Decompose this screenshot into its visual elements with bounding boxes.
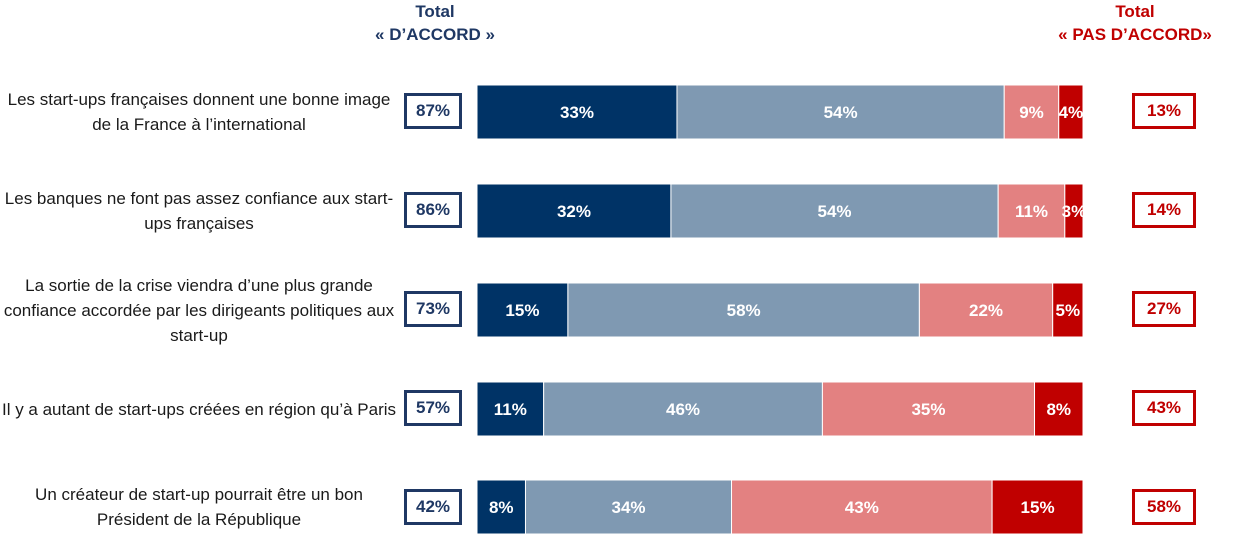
bar-segment-r1-s4 — [1058, 84, 1084, 140]
bar-segment-r1-s3 — [1003, 84, 1060, 140]
header-disagree-line1: Total — [1115, 2, 1155, 21]
bar-segment-r2-s3 — [997, 183, 1066, 239]
bar-segment-r5-s3 — [731, 479, 993, 535]
total-disagree-box-1: 13% — [1132, 93, 1196, 129]
bar-segment-r3-s2 — [567, 282, 920, 338]
total-disagree-box-5: 58% — [1132, 489, 1196, 525]
bar-label-r5-s3: 43% — [845, 498, 879, 517]
bar-label-r1-s4: 4% — [1059, 103, 1084, 122]
bar-label-r3-s3: 22% — [969, 301, 1003, 320]
total-agree-box-2: 86% — [404, 192, 462, 228]
bar-segment-r4-s1 — [476, 381, 545, 437]
bar-segment-r1-s2 — [676, 84, 1005, 140]
bar-label-r4-s3: 35% — [911, 400, 945, 419]
bar-label-r4-s2: 46% — [666, 400, 700, 419]
row-label-3: La sortie de la crise viendra d’une plus… — [3, 275, 395, 345]
bar-label-r2-s1: 32% — [557, 202, 591, 221]
total-disagree-box-2: 14% — [1132, 192, 1196, 228]
total-disagree-box-3: 27% — [1132, 291, 1196, 327]
bar-segment-r2-s4 — [1064, 183, 1084, 239]
total-agree-box-3: 73% — [404, 291, 462, 327]
bar-segment-r4-s3 — [821, 381, 1036, 437]
bar-label-r1-s1: 33% — [560, 103, 594, 122]
header-disagree-line2: « PAS D’ACCORD» — [1058, 25, 1212, 44]
bar-segment-r2-s2 — [670, 183, 999, 239]
bar-label-r5-s4: 15% — [1021, 498, 1055, 517]
bar-segment-r2-s1 — [476, 183, 672, 239]
row-label-2: Les banques ne font pas assez confiance … — [4, 189, 394, 233]
bar-segment-r4-s4 — [1034, 381, 1084, 437]
bar-label-r5-s1: 8% — [489, 498, 514, 517]
total-agree-box-4: 57% — [404, 390, 462, 426]
bar-label-r1-s3: 9% — [1019, 103, 1044, 122]
header-agree-line2: « D’ACCORD » — [375, 25, 495, 44]
row-label-1: Les start-ups françaises donnent une bon… — [7, 90, 391, 134]
header-total-disagree: Total « PAS D’ACCORD» — [1040, 0, 1230, 46]
header-agree-line1: Total — [415, 2, 455, 21]
total-agree-box-5: 42% — [404, 489, 462, 525]
header-total-agree: Total « D’ACCORD » — [330, 0, 540, 46]
bar-label-r3-s1: 15% — [505, 301, 539, 320]
bar-label-r4-s4: 8% — [1046, 400, 1071, 419]
total-agree-box-1: 87% — [404, 93, 462, 129]
bar-label-r3-s4: 5% — [1056, 301, 1081, 320]
bar-segment-r1-s1 — [476, 84, 678, 140]
row-label-5: Un créateur de start-up pourrait être un… — [35, 485, 363, 529]
bar-segment-r3-s1 — [476, 282, 569, 338]
bar-segment-r3-s3 — [918, 282, 1054, 338]
total-disagree-box-4: 43% — [1132, 390, 1196, 426]
bar-label-r2-s2: 54% — [818, 202, 852, 221]
bar-label-r1-s2: 54% — [824, 103, 858, 122]
bar-label-r4-s1: 11% — [494, 400, 527, 419]
bar-segment-r5-s1 — [476, 479, 526, 535]
bar-segment-r3-s4 — [1052, 282, 1084, 338]
row-label-4: Il y a autant de start-ups créées en rég… — [1, 399, 397, 419]
bar-segment-r5-s4 — [991, 479, 1084, 535]
bar-label-r2-s3: 11% — [1015, 202, 1048, 221]
bar-label-r5-s2: 34% — [611, 498, 645, 517]
bar-label-r2-s4: 3% — [1062, 202, 1087, 221]
bar-label-r3-s2: 58% — [727, 301, 761, 320]
